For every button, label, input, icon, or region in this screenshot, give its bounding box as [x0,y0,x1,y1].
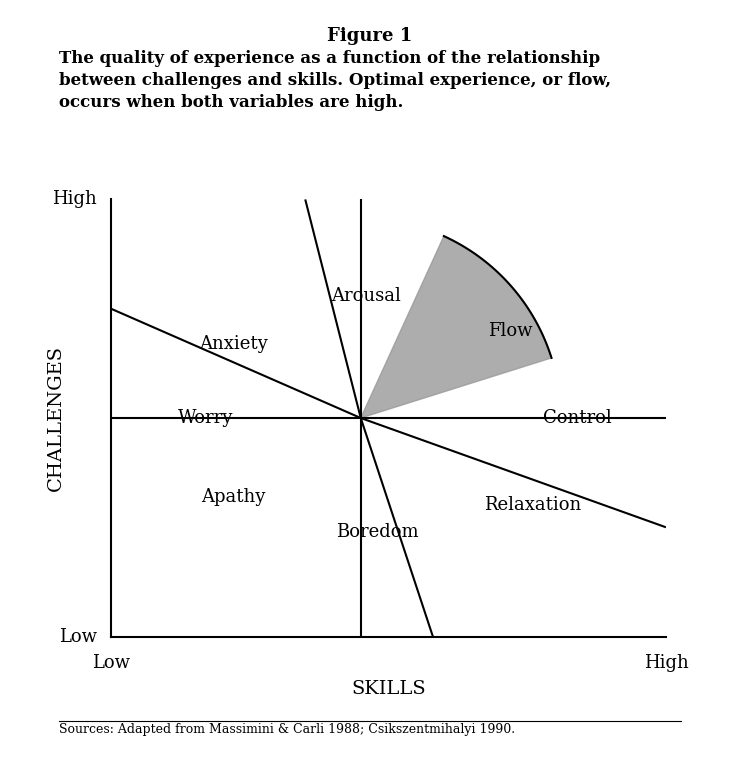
Polygon shape [361,236,551,418]
Text: Low: Low [59,627,97,646]
Text: Control: Control [543,409,611,427]
Text: Worry: Worry [178,409,233,427]
Text: Figure 1: Figure 1 [327,27,413,44]
Text: CHALLENGES: CHALLENGES [47,345,64,491]
Text: Flow: Flow [488,321,533,340]
Text: Arousal: Arousal [332,287,401,304]
Text: Relaxation: Relaxation [484,496,582,515]
Text: Anxiety: Anxiety [199,334,267,353]
Text: High: High [53,190,97,209]
Text: SKILLS: SKILLS [352,680,426,698]
Text: Sources: Adapted from Massimini & Carli 1988; Csikszentmihalyi 1990.: Sources: Adapted from Massimini & Carli … [59,723,515,736]
Text: The quality of experience as a function of the relationship
between challenges a: The quality of experience as a function … [59,50,611,111]
Text: Apathy: Apathy [201,488,265,505]
Text: High: High [644,654,688,672]
Text: Boredom: Boredom [336,522,419,541]
Text: Low: Low [92,654,130,672]
